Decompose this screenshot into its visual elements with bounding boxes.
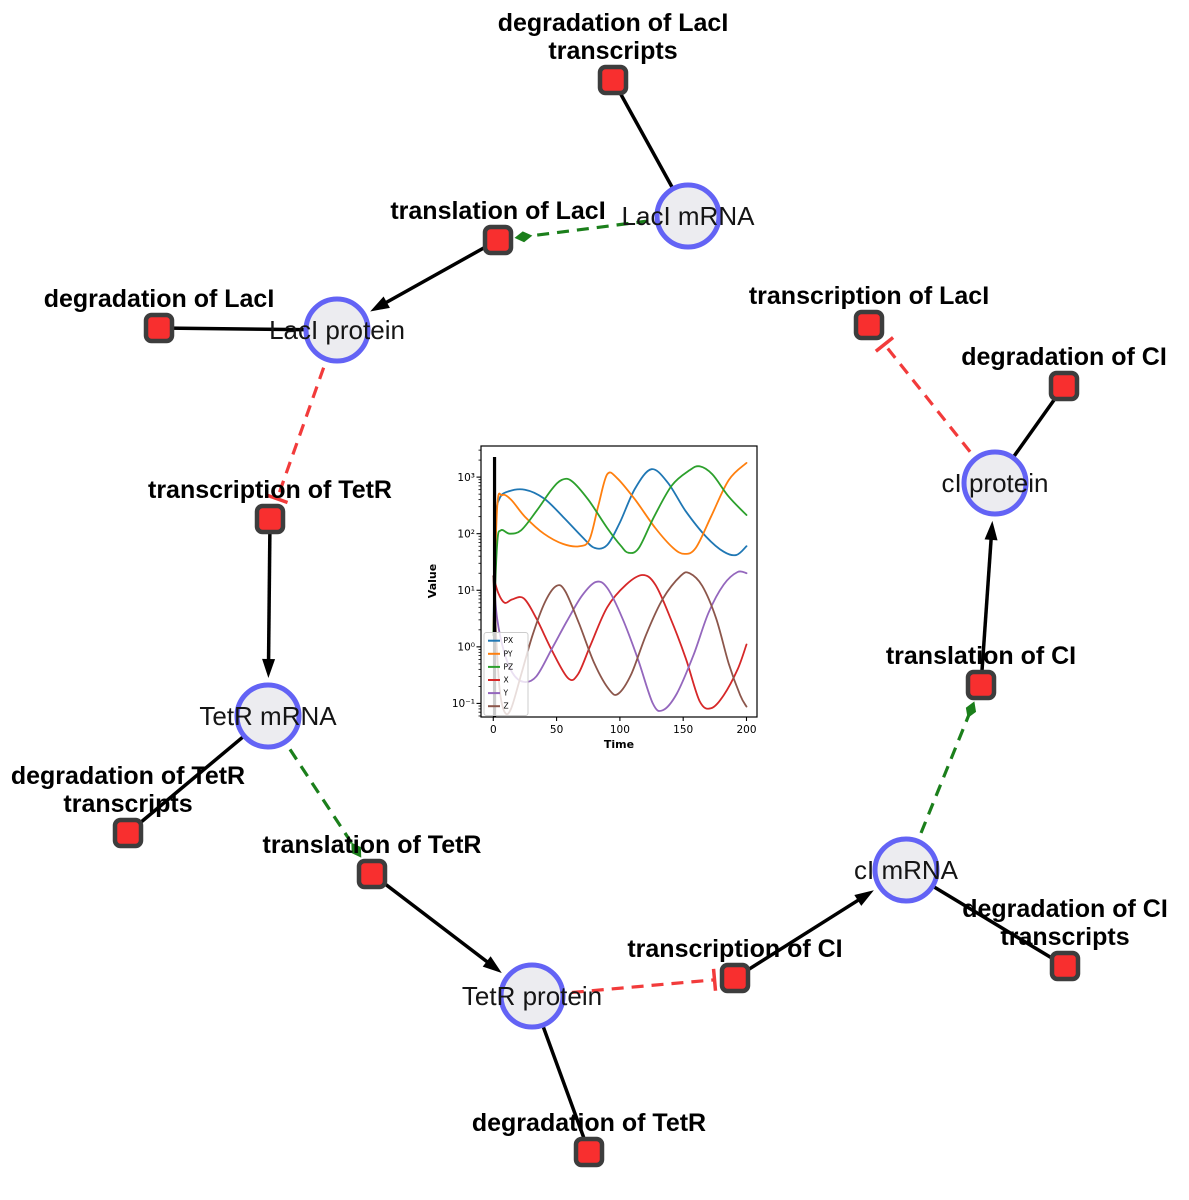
y-tick-1e0: 10⁰ [457, 642, 475, 654]
edge-product-transl_ci-ci_protein [979, 520, 998, 686]
reaction-label-deg_laci_tx-line1: transcripts [548, 37, 677, 65]
svg-text:PZ: PZ [504, 662, 514, 671]
x-tick-0: 0 [490, 724, 497, 736]
reaction-node-transl_ci [965, 669, 997, 701]
reaction-label-deg_tetr_tx-line1: transcripts [63, 790, 192, 818]
reaction-node-deg_laci [143, 312, 175, 344]
x-tick-100: 100 [610, 724, 630, 736]
reaction-node-deg_ci [1048, 370, 1080, 402]
species-label-laci_protein: LacI protein [269, 315, 405, 345]
x-tick-200: 200 [736, 724, 756, 736]
y-tick-1e2: 10² [457, 529, 475, 541]
legend-entry-y: Y [488, 689, 509, 698]
species-node-ci_protein [961, 449, 1029, 517]
reaction-label-tx_tetr-line0: transcription of TetR [148, 476, 392, 504]
axes-ticks [476, 449, 748, 721]
reaction-label-deg_ci_tx-line0: degradation of CI [962, 895, 1168, 923]
species-label-ci_mrna: cI mRNA [854, 855, 959, 885]
reaction-node-tx_ci [719, 962, 751, 994]
axes-frame [480, 445, 758, 718]
labels-layer: LacI mRNA LacI protein TetR mRNA TetR prote… [11, 9, 1168, 1137]
series-x-line [492, 574, 748, 710]
y-tick-1e3: 10³ [457, 472, 475, 484]
y-tick-1e1: 10¹ [457, 585, 475, 597]
edge-product-transl_laci-laci_protein [370, 238, 499, 312]
reaction-node-tx_tetr [254, 503, 286, 535]
species-label-tetr_mrna: TetR mRNA [199, 701, 337, 731]
species-node-laci_protein [303, 296, 371, 364]
nodes-layer [112, 64, 1081, 1168]
x-axis-label: Time [604, 738, 634, 751]
series-px-line [492, 468, 748, 637]
legend-entry-z: Z [488, 702, 509, 711]
x-tick-150: 150 [673, 724, 693, 736]
legend-entry-py: PY [488, 649, 513, 658]
reaction-label-deg_ci_tx-line1: transcripts [1000, 923, 1129, 951]
reaction-label-tx_laci-line0: transcription of LacI [749, 282, 989, 310]
species-node-tetr_mrna [234, 682, 302, 750]
y-tick-1e-1: 10⁻¹ [452, 698, 475, 710]
svg-text:Z: Z [504, 702, 509, 711]
reaction-label-transl_tetr-line0: translation of TetR [263, 831, 482, 859]
edge-product-tx_tetr-tetr_mrna [262, 518, 276, 679]
reaction-label-tx_ci-line0: transcription of CI [627, 935, 842, 963]
reaction-label-deg_tetr_tx-line0: degradation of TetR [11, 762, 245, 790]
svg-text:Y: Y [503, 689, 509, 698]
x-tick-50: 50 [550, 724, 563, 736]
svg-text:PY: PY [504, 649, 513, 658]
legend-entry-x: X [488, 676, 509, 685]
series-pz-line [492, 465, 748, 637]
chart-legend: PX PY PZ X Y Z [483, 632, 529, 716]
series-py-line [492, 462, 748, 637]
edge-product-transl_tetr-tetr_protein [370, 872, 502, 973]
species-node-ci_mrna [872, 836, 940, 904]
svg-text:PX: PX [504, 636, 514, 645]
reaction-label-deg_tetr-line0: degradation of TetR [472, 1109, 706, 1137]
species-label-tetr_protein: TetR protein [462, 981, 602, 1011]
reaction-label-transl_laci-line0: translation of LacI [390, 197, 605, 225]
species-node-tetr_protein [498, 962, 566, 1030]
reaction-node-deg_ci_tx [1049, 950, 1081, 982]
inset-timecourse-chart: 0 50 100 150 200 10³ 10² 10¹ 10⁰ 10⁻¹ Ti… [426, 445, 758, 751]
reaction-node-transl_laci [482, 224, 514, 256]
reaction-node-transl_tetr [356, 858, 388, 890]
y-axis-label: Value [426, 564, 439, 598]
species-label-laci_mrna: LacI mRNA [622, 201, 756, 231]
edge-product-tx_ci-ci_mrna [734, 890, 874, 980]
reaction-node-deg_laci_tx [597, 64, 629, 96]
reaction-node-deg_tetr_tx [112, 817, 144, 849]
reaction-label-deg_laci_tx-line0: degradation of LacI [498, 9, 729, 37]
svg-text:X: X [504, 676, 509, 685]
species-node-laci_mrna [654, 182, 722, 250]
legend-entry-pz: PZ [488, 662, 513, 671]
reaction-label-deg_laci-line0: degradation of LacI [44, 285, 275, 313]
reaction-node-tx_laci [853, 309, 885, 341]
reaction-label-deg_ci-line0: degradation of CI [961, 343, 1167, 371]
reaction-label-transl_ci-line0: translation of CI [886, 642, 1076, 670]
reaction-node-deg_tetr [573, 1136, 605, 1168]
species-label-ci_protein: cI protein [942, 468, 1049, 498]
legend-entry-px: PX [488, 636, 513, 645]
